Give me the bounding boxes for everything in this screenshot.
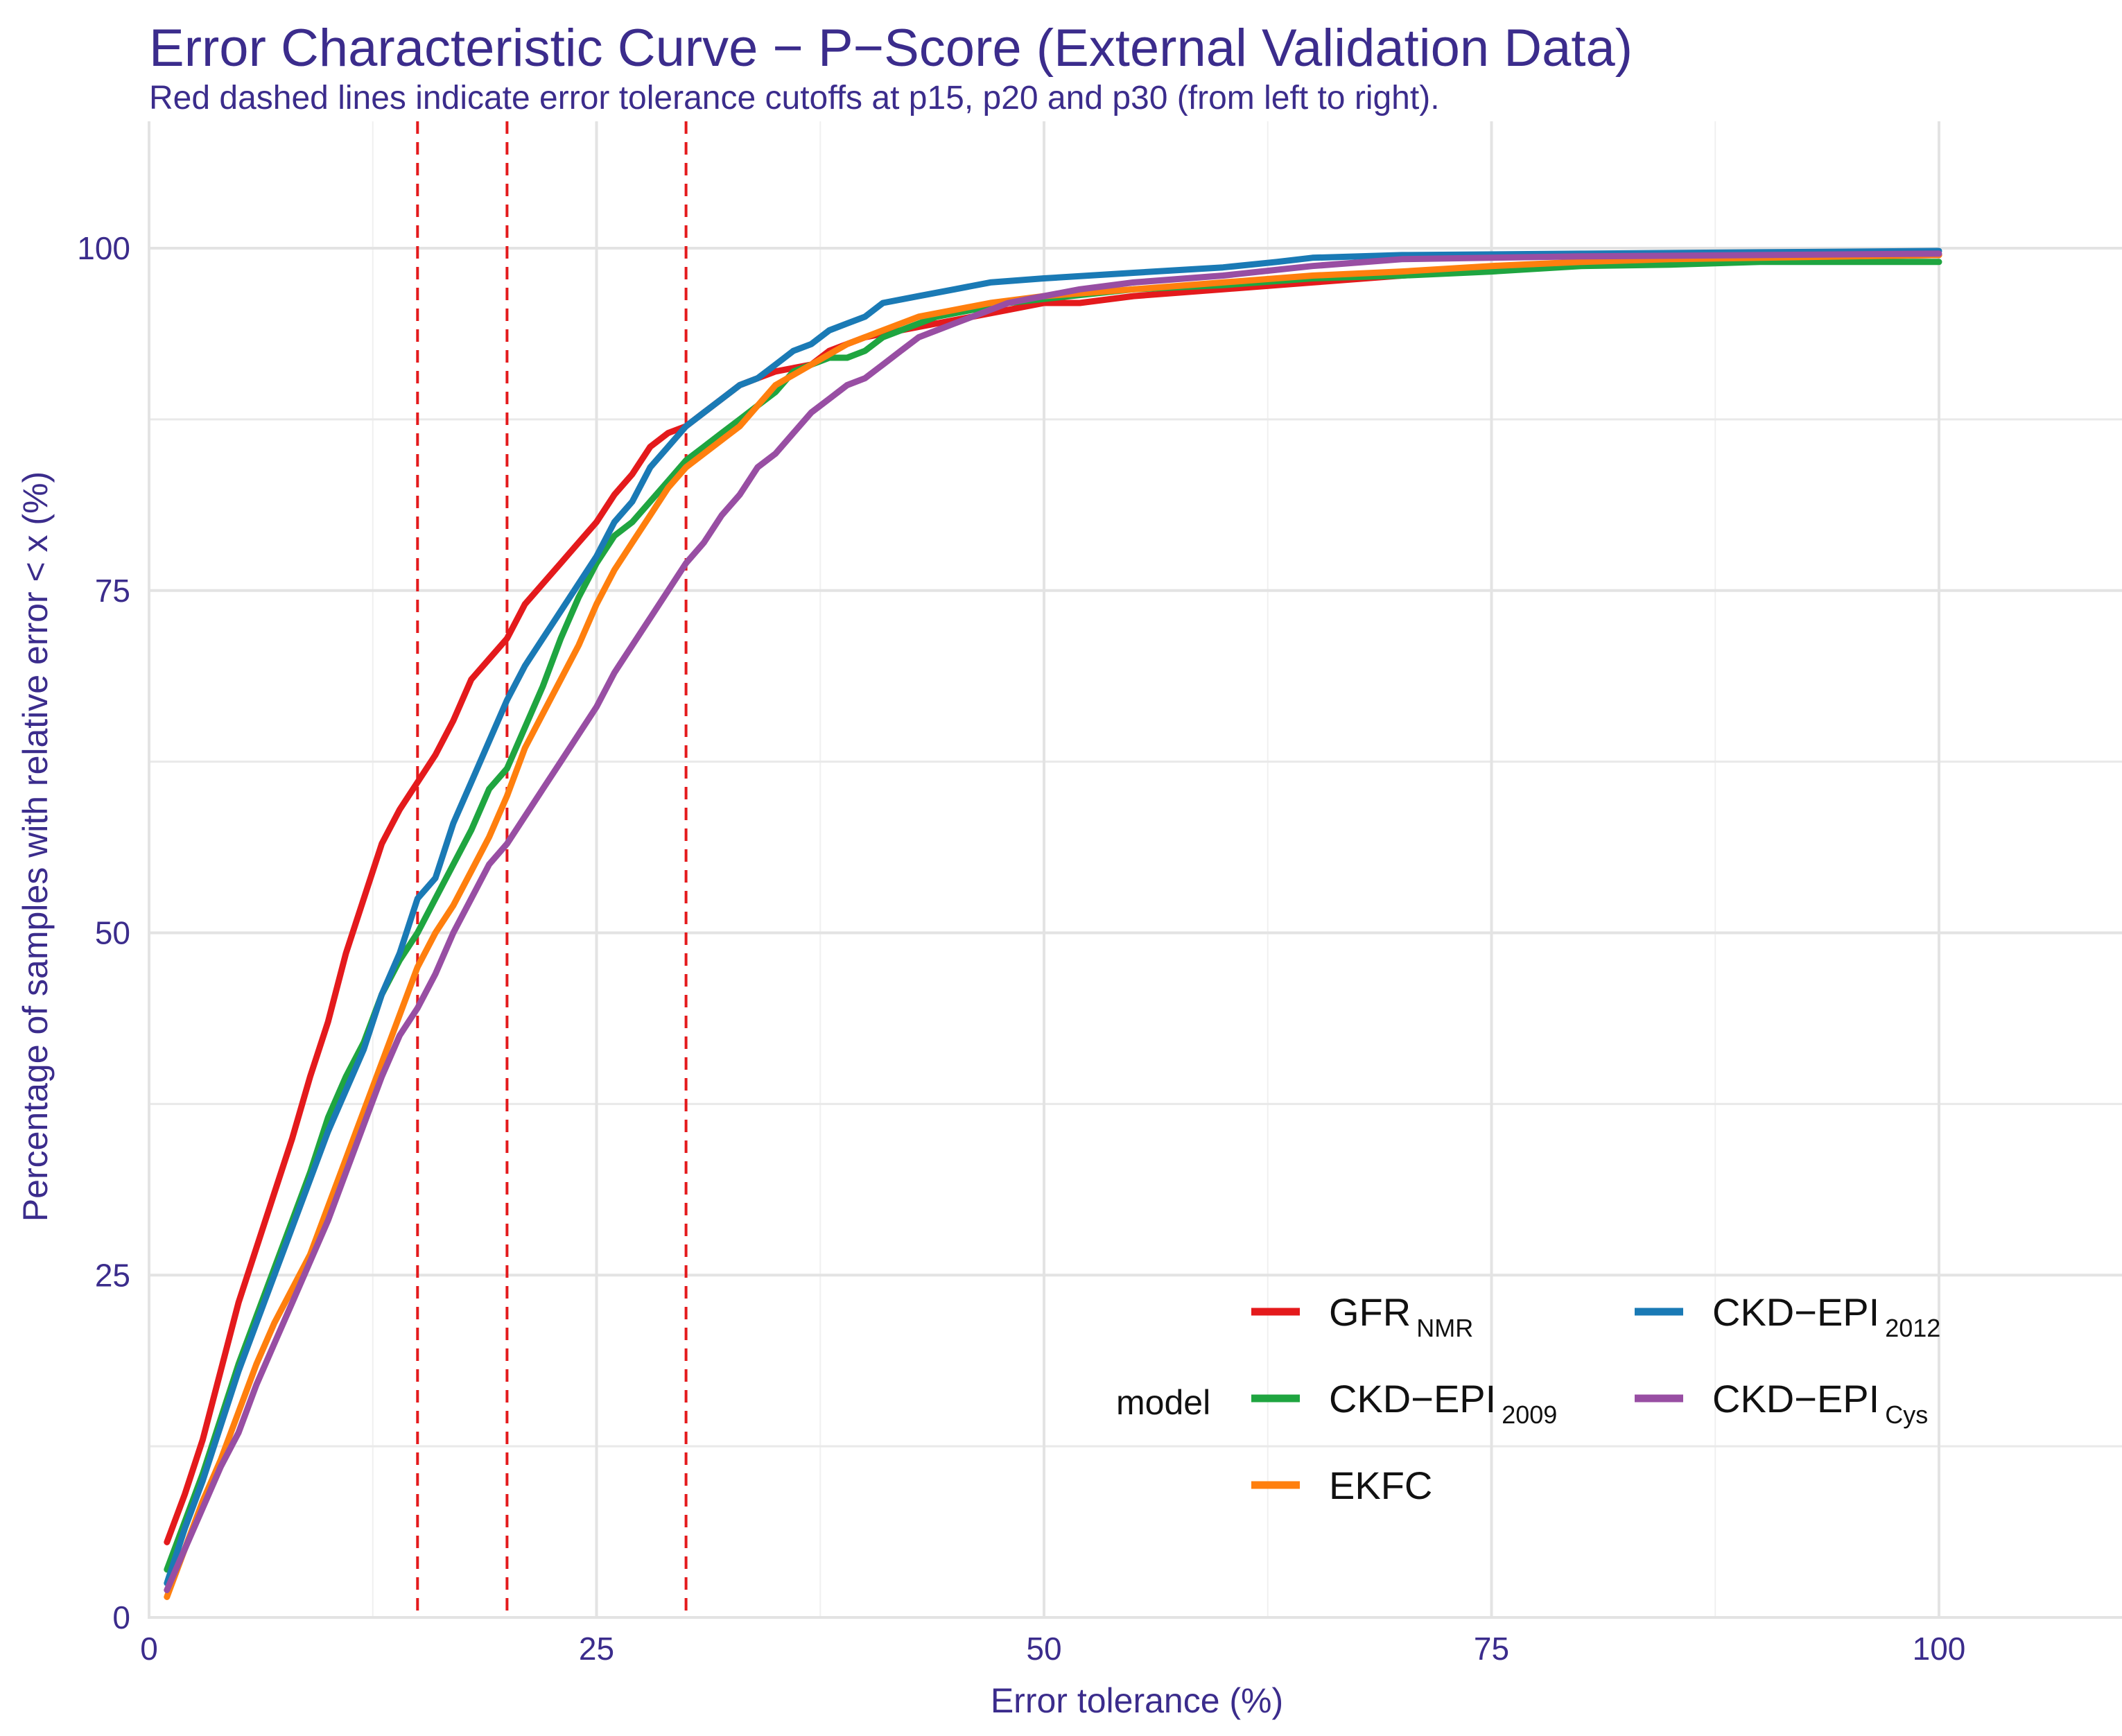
legend-subscript-1: 2009 — [1502, 1400, 1557, 1429]
y-axis-title: Percentage of samples with relative erro… — [16, 471, 55, 1222]
y-tick-label: 0 — [112, 1599, 130, 1635]
x-tick-labels: 0 25 50 75 100 — [140, 1631, 1965, 1667]
x-tick-label: 25 — [579, 1631, 614, 1667]
series-line-3 — [164, 248, 1942, 1587]
y-tick-label: 25 — [95, 1257, 130, 1293]
y-tick-labels: 0 25 50 75 100 — [77, 230, 130, 1635]
chart-subtitle: Red dashed lines indicate error toleranc… — [149, 80, 1440, 116]
y-tick-label: 50 — [95, 915, 130, 951]
series-lines — [164, 248, 1942, 1600]
cutoff-lines — [416, 121, 688, 1619]
chart-title: Error Characteristic Curve − P−Score (Ex… — [149, 19, 1633, 78]
series-line-0 — [164, 252, 1942, 1545]
legend-subscript-0: NMR — [1416, 1314, 1473, 1342]
legend-subscript-4: Cys — [1885, 1400, 1928, 1429]
series-line-4 — [164, 250, 1942, 1593]
legend-subscript-3: 2012 — [1885, 1314, 1940, 1342]
y-tick-label: 100 — [77, 230, 130, 266]
x-tick-label: 50 — [1026, 1631, 1061, 1667]
legend-title: model — [1116, 1383, 1210, 1422]
x-tick-label: 75 — [1474, 1631, 1509, 1667]
gridlines — [148, 121, 2122, 1619]
series-line-2 — [164, 252, 1942, 1600]
x-tick-label: 0 — [140, 1631, 158, 1667]
x-tick-label: 100 — [1913, 1631, 1966, 1667]
x-axis-title: Error tolerance (%) — [991, 1681, 1283, 1720]
legend-label-2: EKFC — [1329, 1464, 1432, 1507]
y-tick-label: 75 — [95, 573, 130, 609]
